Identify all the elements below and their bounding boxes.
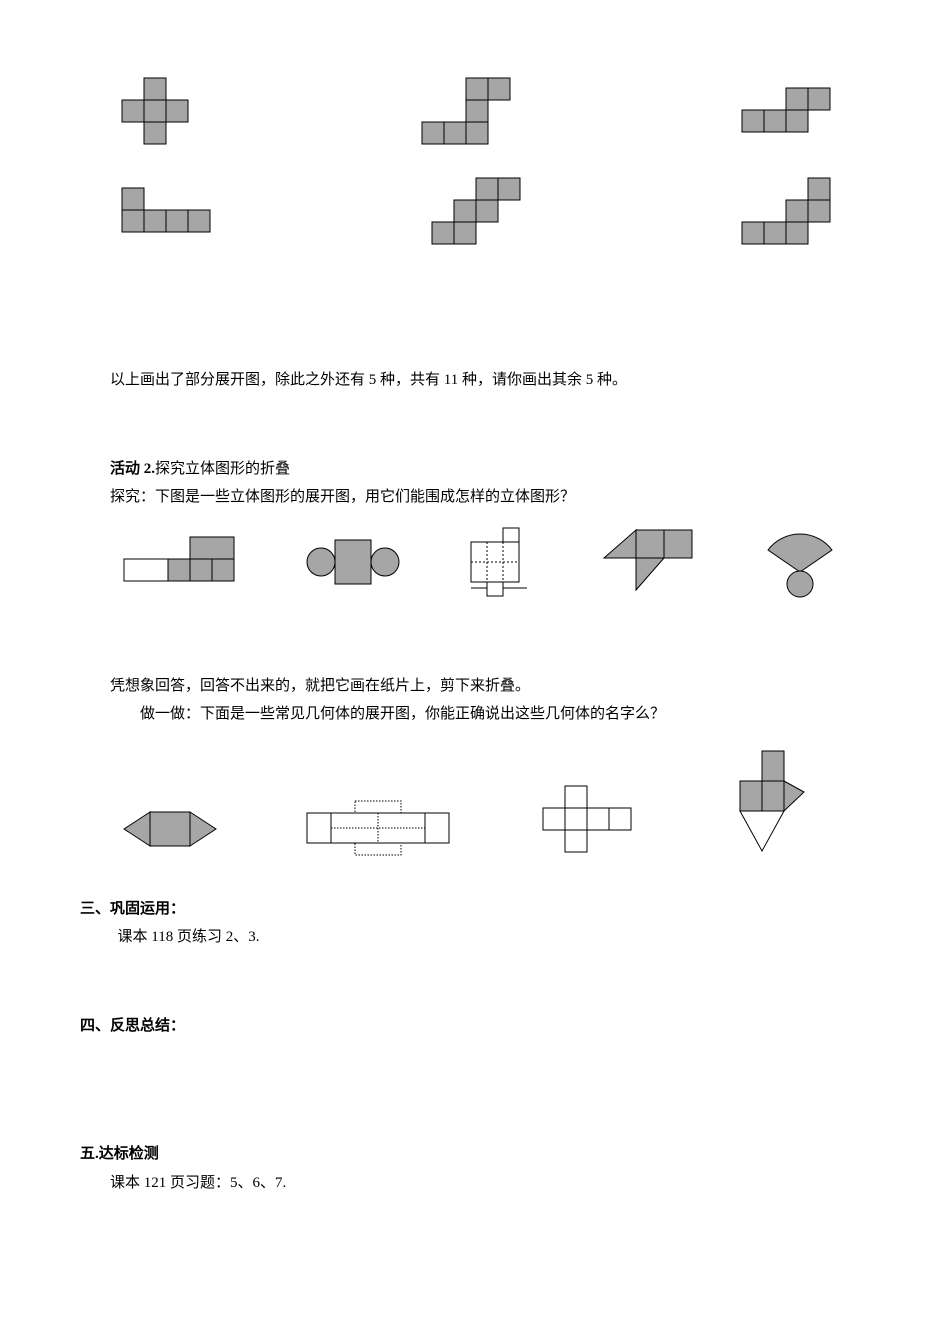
section-3-title: 三、巩固运用：	[80, 895, 870, 924]
net-2	[410, 66, 520, 156]
net-tri-prism	[598, 524, 698, 599]
net-6	[730, 166, 840, 256]
net-cone	[760, 522, 840, 602]
cube-nets-row-2	[110, 166, 840, 256]
net-4	[110, 176, 220, 246]
activity-2-question: 探究：下图是一些立体图形的展开图，用它们能围成怎样的立体图形？	[80, 483, 870, 512]
named-fig-tri-prism-2	[720, 747, 810, 857]
net-5	[420, 166, 530, 256]
net-prism-dashed	[465, 526, 535, 598]
imagine-text: 凭想象回答，回答不出来的，就把它画在纸片上，剪下来折叠。	[80, 672, 870, 701]
named-fig-rect-prism	[303, 797, 453, 857]
section-4-title: 四、反思总结：	[80, 1012, 870, 1041]
cube-nets-row-1	[110, 66, 840, 156]
nets-note: 以上画出了部分展开图，除此之外还有 5 种，共有 11 种，请你画出其余 5 种…	[80, 366, 870, 395]
net-solid-1	[120, 529, 240, 594]
activity-2-title: 活动 2.	[110, 461, 155, 477]
named-fig-cube	[537, 782, 637, 857]
activity-2-sub: 探究立体图形的折叠	[155, 461, 290, 477]
section-5-body: 课本 121 页习题：5、6、7.	[80, 1169, 870, 1198]
solids-nets-row	[120, 522, 840, 602]
net-3	[730, 76, 840, 146]
activity-2-header: 活动 2.探究立体图形的折叠	[80, 455, 870, 484]
section-3-body: 课本 118 页练习 2、3.	[80, 923, 870, 952]
net-cylinder	[303, 532, 403, 592]
section-5-title: 五.达标检测	[80, 1140, 870, 1169]
do-it-text: 做一做：下面是一些常见几何体的展开图，你能正确说出这些几何体的名字么？	[80, 700, 870, 729]
named-solids-row	[120, 747, 810, 857]
net-1	[110, 66, 200, 156]
named-fig-bipyramid	[120, 802, 220, 857]
